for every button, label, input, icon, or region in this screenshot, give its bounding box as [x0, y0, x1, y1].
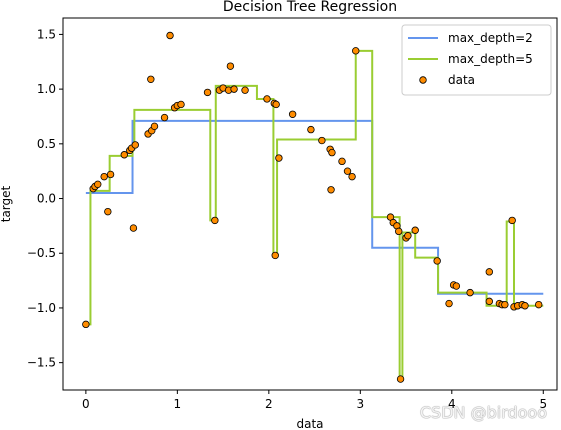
y-tick-label: −0.5 [27, 246, 56, 260]
x-tick-label: 4 [448, 397, 456, 411]
chart-title: Decision Tree Regression [223, 0, 397, 15]
data-point [395, 227, 403, 236]
x-tick-label: 2 [265, 397, 273, 411]
y-tick-label: 0.0 [37, 192, 56, 206]
data-point [120, 151, 128, 159]
legend-label-data: data [448, 73, 475, 87]
data-point [343, 167, 352, 175]
data-point [485, 297, 493, 306]
data-point [271, 251, 279, 260]
data-point [203, 88, 212, 97]
x-axis-label: data [296, 417, 323, 430]
data-point [521, 302, 529, 310]
data-point [241, 86, 249, 94]
data-point [211, 216, 219, 225]
data-point [106, 170, 115, 179]
y-axis-label: target [0, 185, 13, 222]
data-point [508, 216, 516, 225]
legend-swatch-data [419, 76, 427, 84]
data-point [352, 47, 360, 55]
data-point [150, 122, 159, 131]
watermark-text: CSDN @birdooo [419, 403, 547, 422]
data-point [452, 282, 461, 290]
data-point [348, 172, 356, 181]
data-point [263, 95, 271, 103]
data-point [129, 224, 138, 232]
y-tick-label: 0.5 [37, 137, 56, 151]
data-point [318, 136, 326, 145]
data-point [166, 31, 174, 40]
data-point [82, 320, 90, 329]
data-point [327, 186, 335, 194]
y-axis-ticks: −1.5 −1.0 −0.5 0.0 0.5 1.0 1.5 [27, 27, 63, 370]
data-point [230, 85, 238, 93]
data-point [100, 172, 108, 181]
data-point [535, 300, 543, 309]
legend-label-max-depth-2: max_depth=2 [448, 31, 533, 45]
data-point [177, 100, 185, 109]
data-point [288, 110, 297, 118]
y-tick-label: −1.5 [27, 356, 56, 370]
data-point [226, 62, 235, 70]
x-tick-label: 3 [356, 397, 364, 411]
x-tick-label: 5 [539, 397, 547, 411]
data-point [396, 375, 405, 383]
data-point [147, 75, 155, 83]
data-point [445, 299, 453, 308]
plot-frame [62, 17, 558, 391]
data-point [411, 226, 419, 234]
x-tick-label: 0 [82, 397, 90, 411]
data-point [160, 113, 169, 122]
data-point [338, 157, 346, 166]
legend-label-max-depth-5: max_depth=5 [448, 52, 533, 66]
x-axis-ticks: 0 1 2 3 4 5 [82, 390, 547, 411]
data-point [104, 207, 112, 216]
data-point [328, 148, 336, 157]
points-layer [82, 31, 543, 383]
data-point [466, 288, 474, 297]
data-point [485, 268, 493, 276]
data-point [131, 141, 139, 149]
data-point [275, 154, 283, 162]
data-point [404, 232, 412, 240]
legend-box [401, 24, 552, 96]
x-tick-label: 1 [174, 397, 182, 411]
y-tick-label: 1.0 [37, 82, 56, 96]
y-tick-label: 1.5 [37, 27, 56, 41]
data-point [433, 257, 441, 265]
data-point [307, 125, 315, 134]
data-point [501, 300, 509, 309]
data-point [94, 180, 102, 189]
y-tick-label: −1.0 [27, 301, 56, 315]
data-point [272, 100, 280, 109]
legend: max_depth=2 max_depth=5 data [401, 24, 552, 96]
